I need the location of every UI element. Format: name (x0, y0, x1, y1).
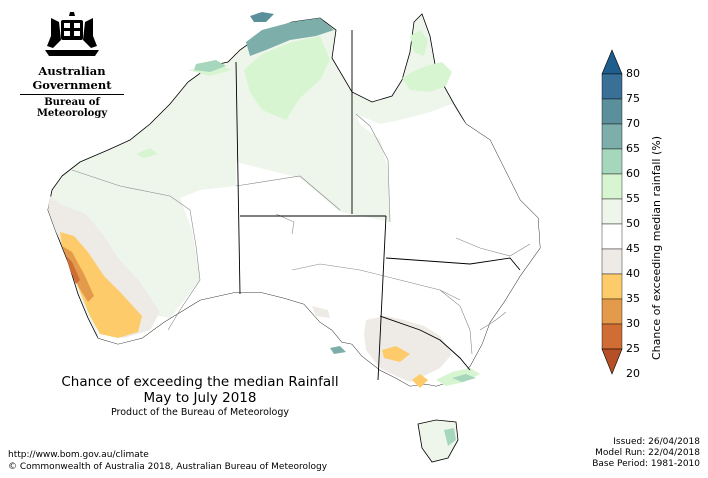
legend-band-25-30 (601, 323, 623, 350)
legend-tick-55: 55 (626, 192, 640, 205)
legend-tick-60: 60 (626, 167, 640, 180)
footer-right: Issued: 26/04/2018 Model Run: 22/04/2018… (592, 437, 700, 470)
footer-issued: Issued: 26/04/2018 (613, 437, 700, 447)
legend-band-65-70 (601, 123, 623, 150)
map-product-note: Product of the Bureau of Meteorology (110, 407, 290, 418)
legend-title: Chance of exceeding median rainfall (%) (650, 135, 663, 360)
legend-tick-30: 30 (626, 317, 640, 330)
contour-lines (71, 113, 531, 355)
legend-tick-70: 70 (626, 117, 640, 130)
legend-band-35-40 (601, 273, 623, 300)
footer-left: http://www.bom.gov.au/climate © Commonwe… (8, 449, 327, 473)
footer-copyright: © Commonwealth of Australia 2018, Austra… (8, 462, 328, 472)
legend-colorbar (601, 49, 623, 375)
region-45-southeast (364, 316, 452, 382)
logo-government-text: Australian Government (32, 64, 112, 92)
legend-tick-50: 50 (626, 217, 640, 230)
coat-of-arms-icon (45, 12, 99, 56)
map-title-line2: May to July 2018 (143, 390, 257, 406)
region-60-north (244, 36, 330, 120)
legend-band-50-55 (601, 198, 623, 225)
legend-tick-35: 35 (626, 292, 640, 305)
legend-band-40-45 (601, 248, 623, 275)
legend-tick-80: 80 (626, 67, 640, 80)
legend-band-55-60 (601, 173, 623, 200)
legend-tick-20: 20 (626, 367, 640, 380)
legend-band-30-35 (601, 298, 623, 325)
legend-arrow-bottom (601, 348, 623, 375)
legend-band-70-75 (601, 98, 623, 125)
map-title: Chance of exceeding the median Rainfall … (30, 374, 370, 406)
map-title-line1: Chance of exceeding the median Rainfall (61, 374, 339, 390)
legend-tick-40: 40 (626, 267, 640, 280)
state-borders (235, 30, 521, 381)
legend-tick-25: 25 (626, 342, 640, 355)
region-45-west (48, 196, 160, 338)
legend-band-60-65 (601, 148, 623, 175)
legend-arrow-top (601, 49, 623, 75)
logo-bureau-text: Bureau of Meteorology (20, 94, 124, 119)
government-logo: Australian Government Bureau of Meteorol… (12, 10, 132, 119)
region-40-west (60, 232, 142, 338)
legend-band-45-50 (601, 223, 623, 250)
footer-model-run: Model Run: 22/04/2018 (595, 448, 700, 458)
legend-tick-75: 75 (626, 92, 640, 105)
legend-band-75-80 (601, 73, 623, 100)
footer-url: http://www.bom.gov.au/climate (8, 450, 149, 460)
region-70-north (246, 18, 334, 56)
legend-tick-45: 45 (626, 242, 640, 255)
legend-tick-65: 65 (626, 142, 640, 155)
footer-base-period: Base Period: 1981-2010 (592, 459, 700, 469)
